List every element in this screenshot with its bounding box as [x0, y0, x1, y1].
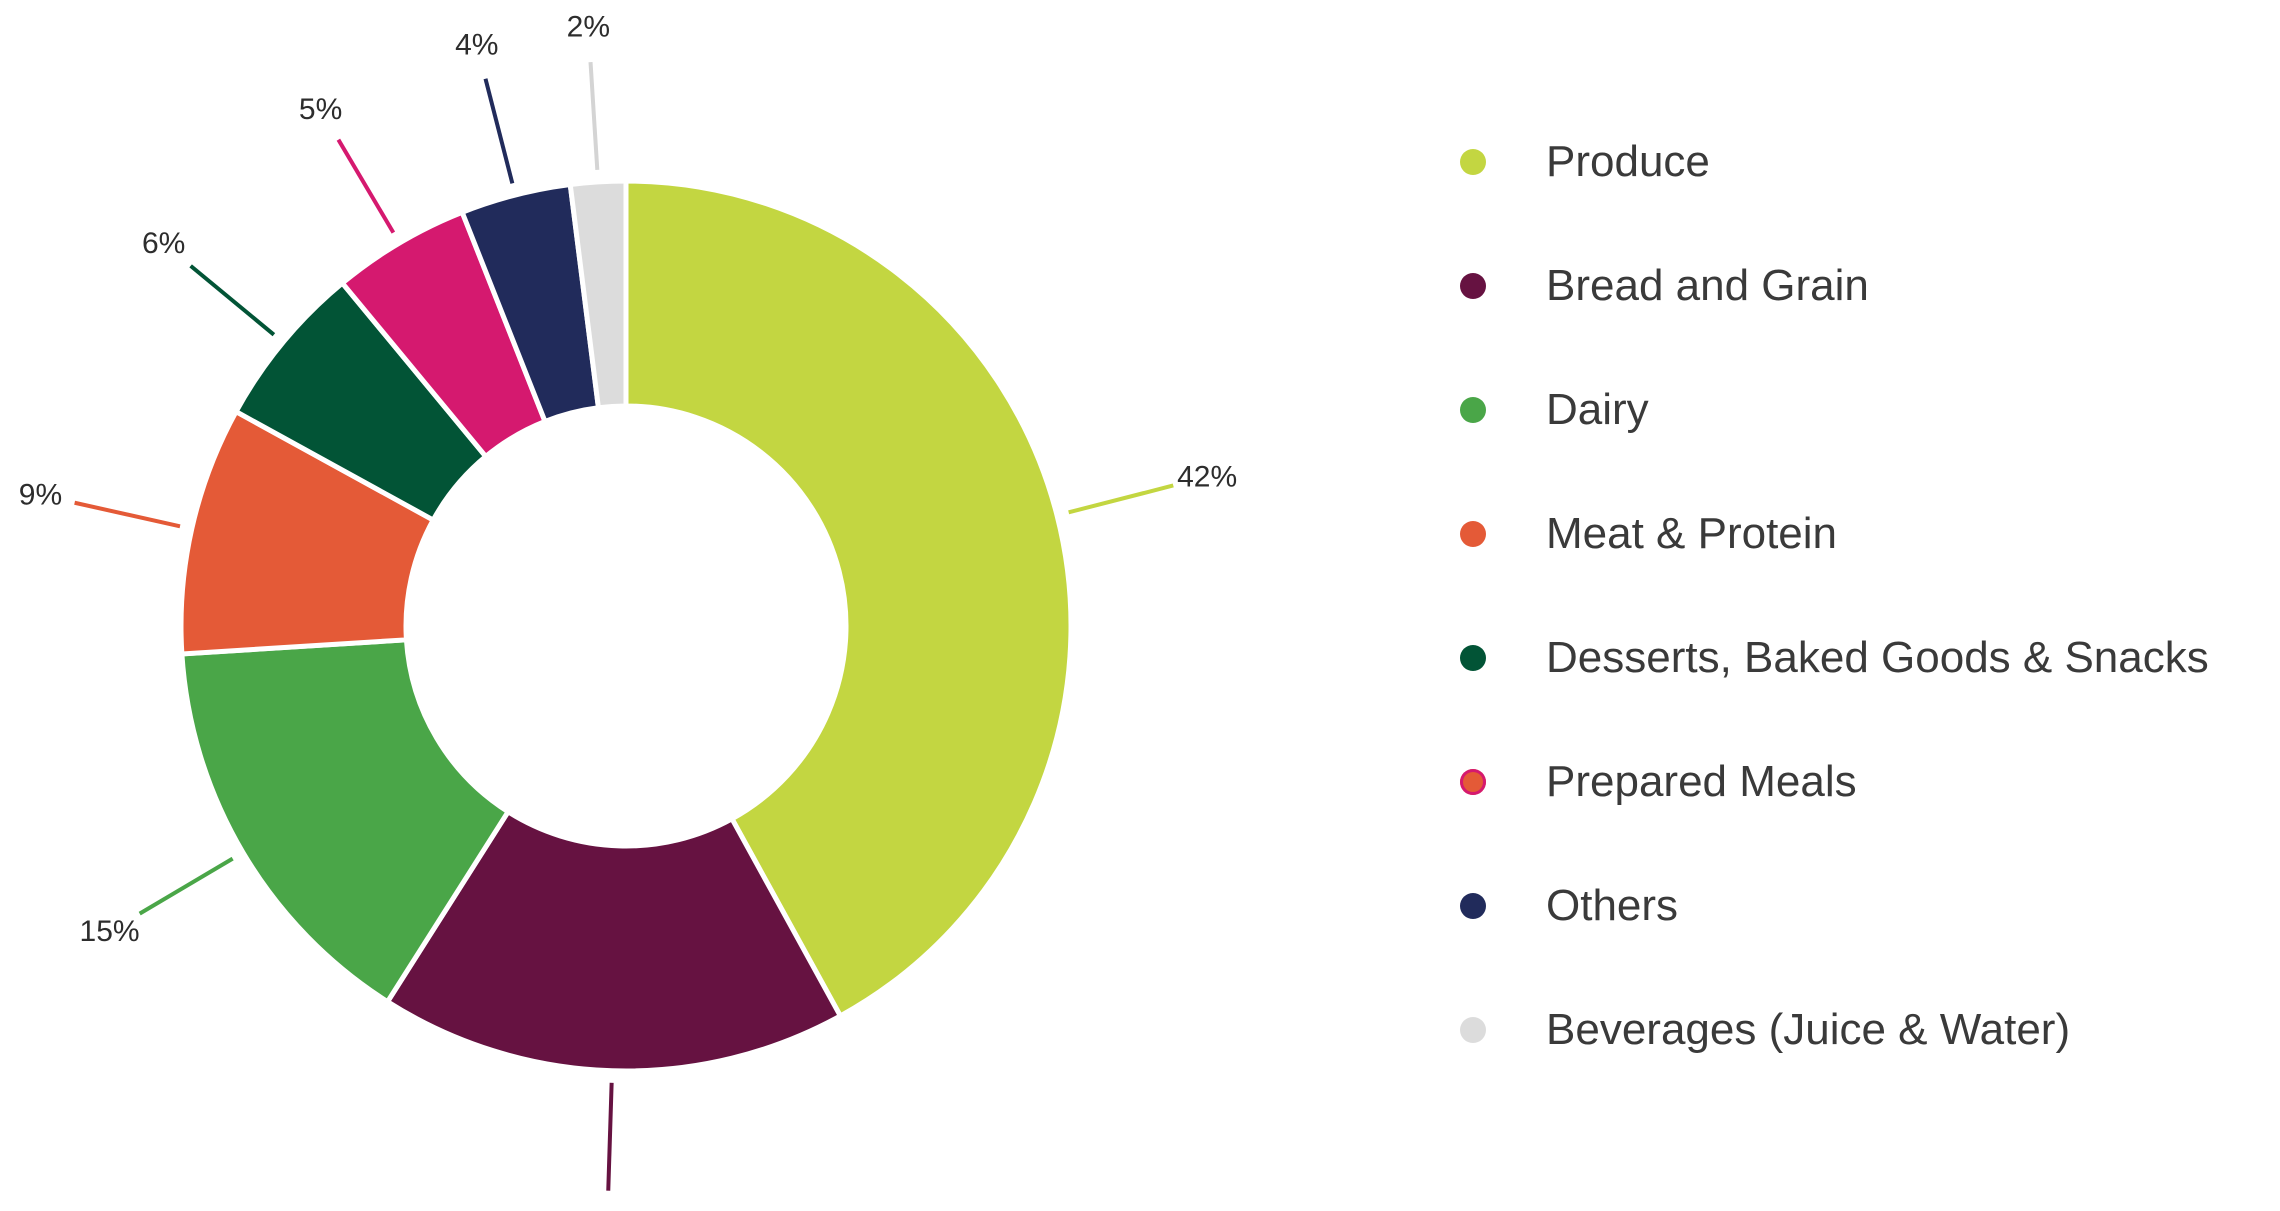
leader-line-desserts-baked-goods-and-snacks	[189, 264, 276, 337]
legend-label: Produce	[1546, 137, 1710, 186]
legend-swatch-icon	[1460, 893, 1486, 919]
legend-item-desserts-baked-goods-and-snacks: Desserts, Baked Goods & Snacks	[1460, 596, 2209, 720]
data-label-desserts-baked-goods-and-snacks: 6%	[142, 227, 185, 260]
leader-line-others	[483, 78, 515, 184]
slice-dairy	[179, 637, 512, 1006]
legend-item-produce: Produce	[1460, 100, 2209, 224]
legend-item-beverages-juice-and-water: Beverages (Juice & Water)	[1460, 968, 2209, 1092]
legend-item-dairy: Dairy	[1460, 348, 2209, 472]
leader-line-prepared-meals	[336, 138, 396, 234]
legend-label: Others	[1546, 881, 1679, 930]
slice-bread-and-grain	[384, 808, 844, 1074]
leader-line-beverages-juice-and-water	[588, 61, 600, 171]
legend-item-prepared-meals: Prepared Meals	[1460, 720, 2209, 844]
legend-item-bread-and-grain: Bread and Grain	[1460, 224, 2209, 348]
slice-beverages-juice-and-water	[567, 178, 629, 411]
data-label-produce: 42%	[1177, 460, 1237, 493]
data-label-meat-and-protein: 9%	[19, 479, 62, 512]
data-label-others: 4%	[455, 28, 498, 61]
legend-label: Desserts, Baked Goods & Snacks	[1546, 633, 2209, 682]
legend-swatch-icon	[1460, 645, 1486, 671]
data-label-bread-and-grain: 17%	[577, 1209, 637, 1211]
data-label-dairy: 15%	[80, 915, 140, 948]
leader-line-bread-and-grain	[606, 1082, 614, 1191]
legend-item-others: Others	[1460, 844, 2209, 968]
legend-swatch-icon	[1460, 149, 1486, 175]
data-label-prepared-meals: 5%	[299, 93, 342, 126]
leader-line-produce	[1068, 483, 1174, 515]
leader-line-dairy	[138, 856, 234, 916]
legend-item-meat-and-protein: Meat & Protein	[1460, 472, 2209, 596]
leader-lines	[74, 61, 1174, 1191]
legend-swatch-icon	[1460, 273, 1486, 299]
donut-slices	[178, 178, 1074, 1074]
legend-swatch-icon	[1460, 521, 1486, 547]
legend-swatch-icon	[1460, 1017, 1486, 1043]
legend-swatch-icon	[1460, 397, 1486, 423]
legend: Produce Bread and Grain Dairy Meat & Protei…	[1460, 100, 2209, 1092]
legend-label: Prepared Meals	[1546, 757, 1857, 806]
legend-swatch-icon	[1460, 769, 1486, 795]
legend-label: Beverages (Juice & Water)	[1546, 1005, 2071, 1054]
donut-chart: 42% 17% 15% 9% 6% 5% 4% 2%	[19, 11, 1237, 1211]
legend-label: Dairy	[1546, 385, 1649, 434]
data-label-beverages-juice-and-water: 2%	[567, 11, 610, 44]
legend-label: Bread and Grain	[1546, 261, 1869, 310]
data-labels: 42% 17% 15% 9% 6% 5% 4% 2%	[19, 11, 1237, 1211]
leader-line-meat-and-protein	[74, 500, 181, 529]
legend-label: Meat & Protein	[1546, 509, 1838, 558]
slice-produce	[623, 178, 1074, 1020]
